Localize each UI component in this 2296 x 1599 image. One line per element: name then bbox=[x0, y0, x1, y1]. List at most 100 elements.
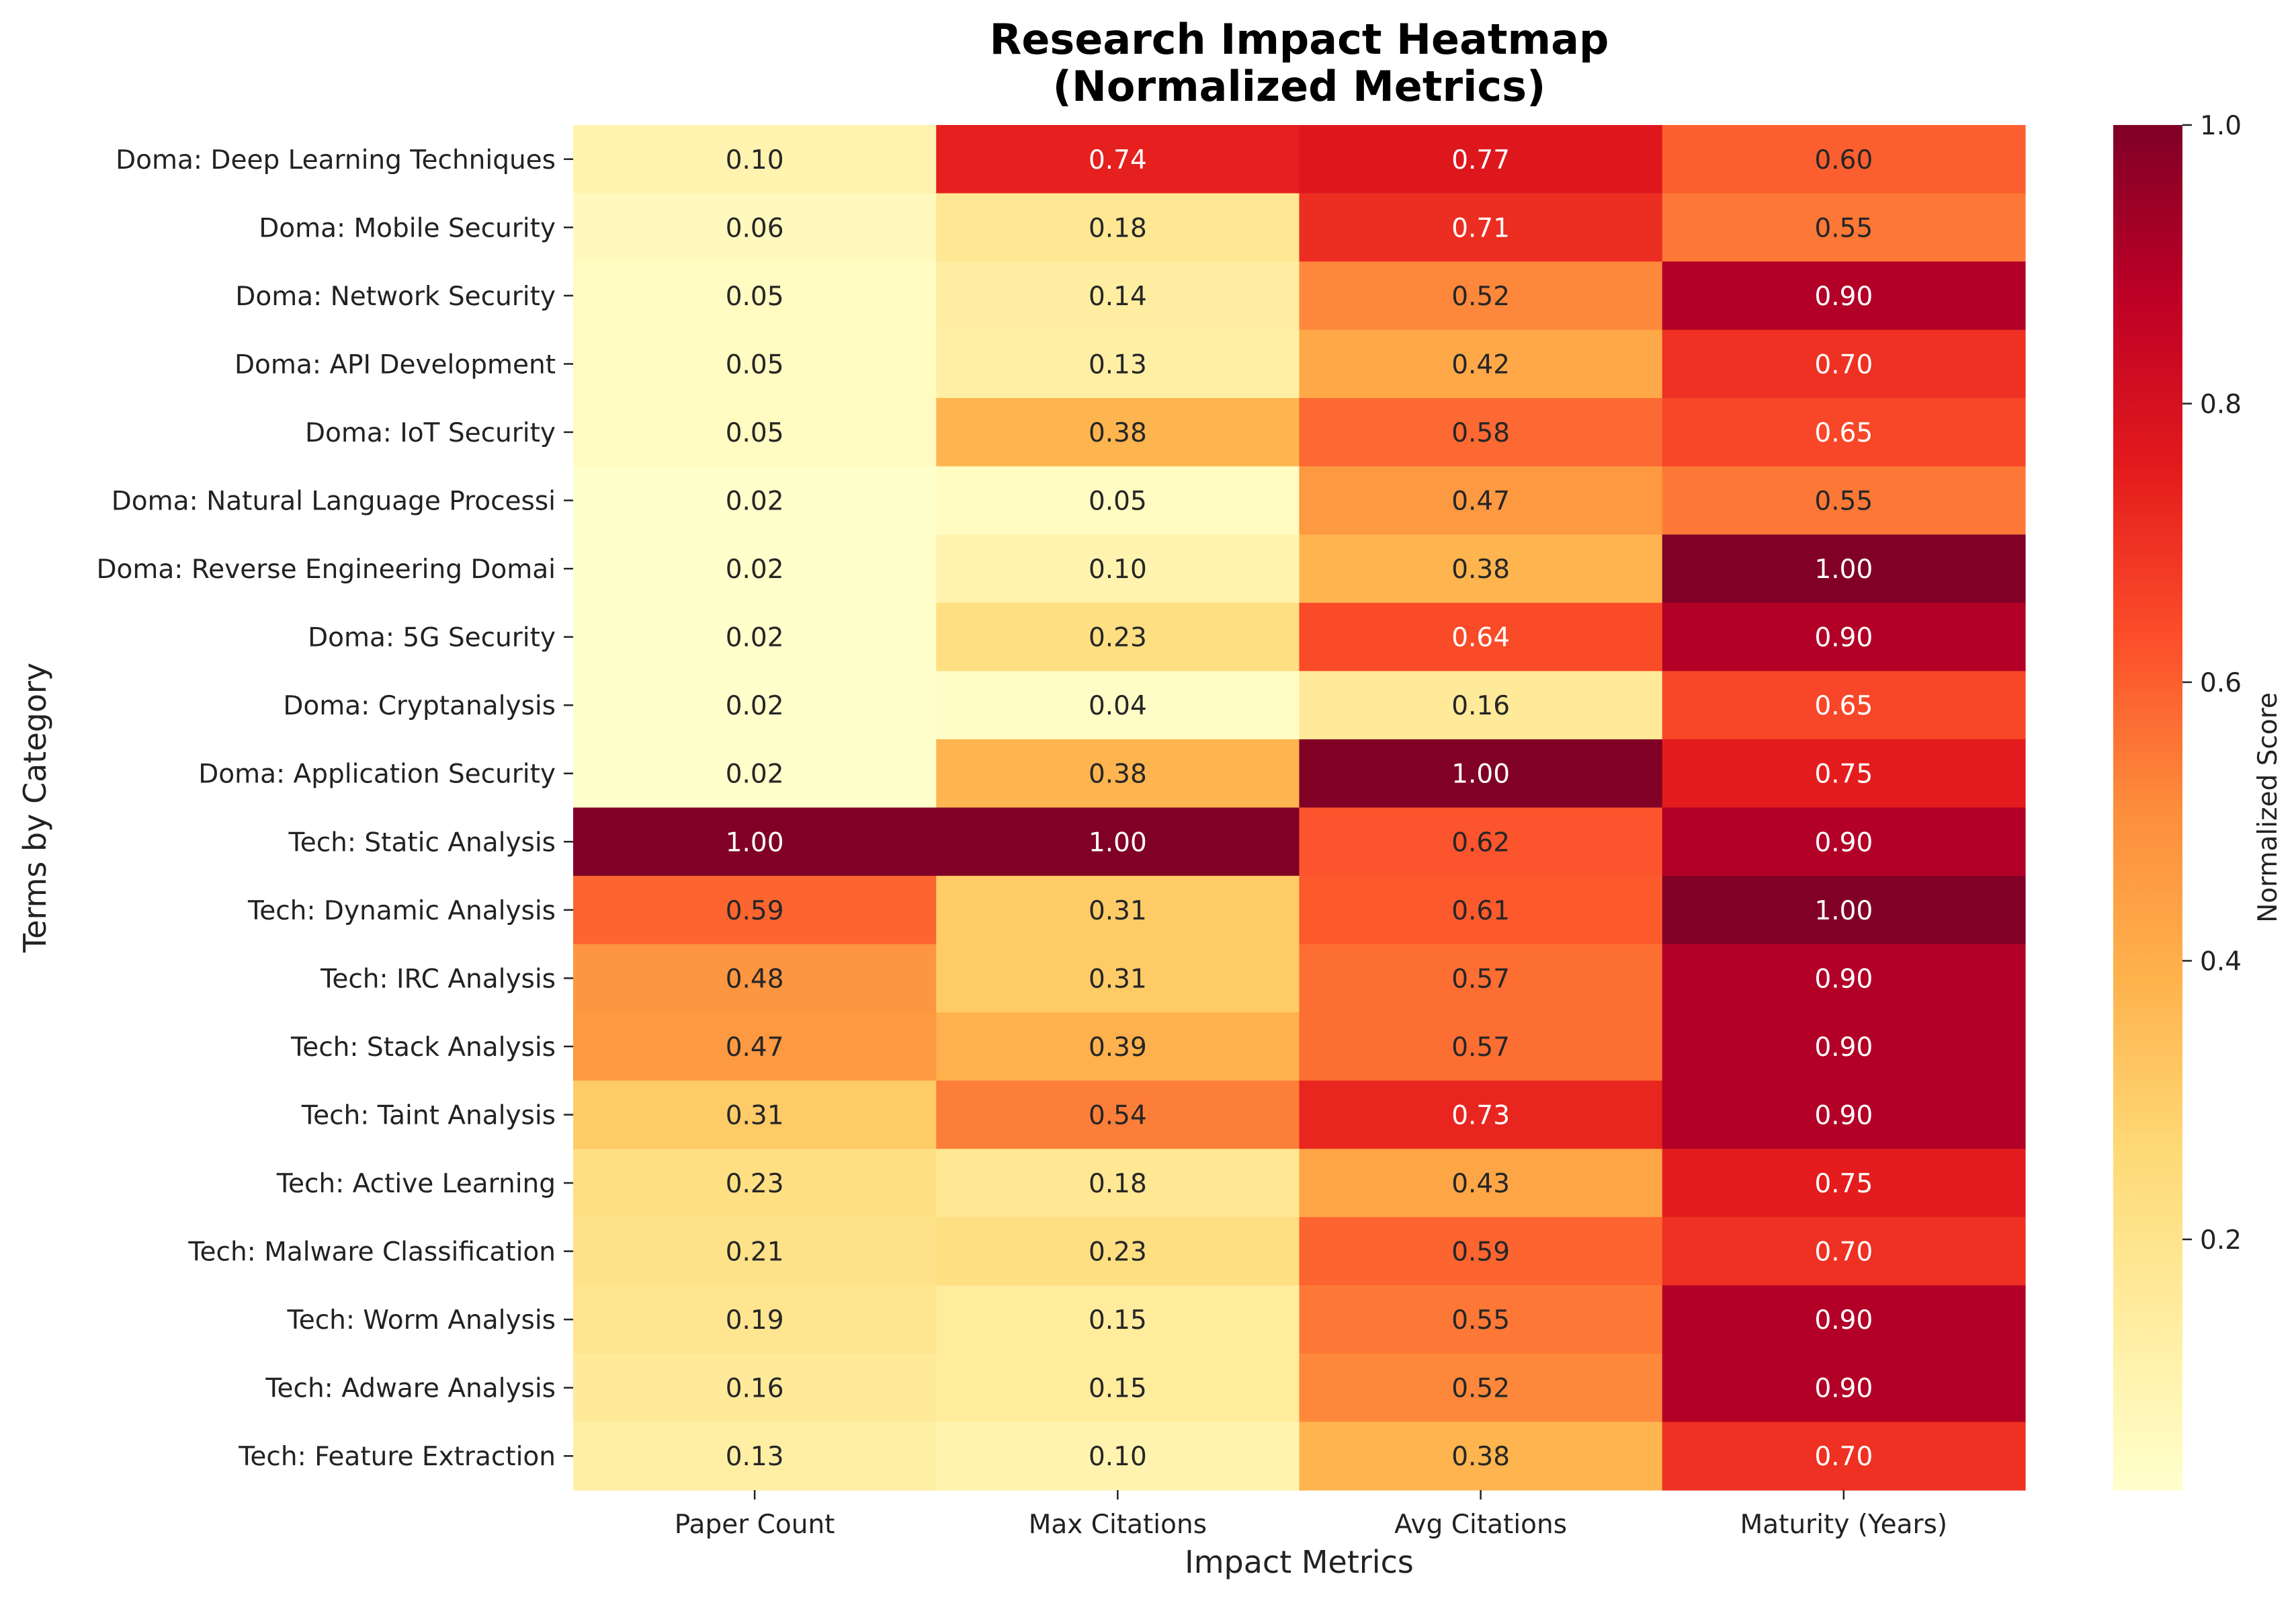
cell-value-label: 0.59 bbox=[1451, 1237, 1510, 1268]
heatmap-cell bbox=[1299, 261, 1663, 331]
cell-value-label: 0.02 bbox=[726, 691, 784, 721]
heatmap-cell bbox=[1299, 944, 1663, 1013]
y-tick-label: Doma: Deep Learning Techniques bbox=[116, 145, 556, 175]
cell-value-label: 0.05 bbox=[1089, 487, 1147, 517]
y-tick-label: Tech: Taint Analysis bbox=[301, 1100, 556, 1131]
cell-value-label: 0.39 bbox=[1089, 1032, 1147, 1063]
y-axis-label: Terms by Category bbox=[17, 663, 53, 953]
heatmap-cell bbox=[573, 125, 937, 194]
heatmap-cell bbox=[936, 807, 1300, 876]
cell-value-label: 0.15 bbox=[1089, 1305, 1147, 1336]
cell-value-label: 0.55 bbox=[1814, 487, 1873, 517]
cell-value-label: 0.54 bbox=[1089, 1100, 1147, 1131]
cell-value-label: 0.21 bbox=[726, 1237, 784, 1268]
heatmap-cell bbox=[1662, 1149, 2026, 1218]
cell-value-label: 0.04 bbox=[1089, 691, 1147, 721]
heatmap-cell bbox=[1662, 329, 2026, 399]
cell-value-label: 0.15 bbox=[1089, 1374, 1147, 1404]
cell-value-label: 0.58 bbox=[1451, 418, 1510, 448]
cell-value-label: 0.64 bbox=[1451, 623, 1510, 653]
heatmap-cell bbox=[573, 944, 937, 1013]
heatmap-cell bbox=[1299, 466, 1663, 535]
heatmap-cell bbox=[1299, 1080, 1663, 1149]
cell-value-label: 0.90 bbox=[1814, 623, 1873, 653]
heatmap-cell bbox=[1299, 1217, 1663, 1286]
y-tick-label: Doma: 5G Security bbox=[308, 623, 556, 653]
colorbar-tick-label: 0.8 bbox=[2200, 389, 2242, 419]
heatmap-cell bbox=[936, 125, 1300, 194]
cell-value-label: 0.23 bbox=[1089, 623, 1147, 653]
cell-value-label: 1.00 bbox=[1089, 827, 1147, 858]
heatmap-cell bbox=[1662, 671, 2026, 740]
heatmap-cell bbox=[936, 1080, 1300, 1149]
cell-value-label: 0.59 bbox=[726, 896, 784, 926]
colorbar-tick-label: 0.6 bbox=[2200, 668, 2242, 698]
cell-value-label: 0.60 bbox=[1814, 145, 1873, 175]
heatmap-cell bbox=[1299, 1149, 1663, 1218]
y-tick-label: Doma: Reverse Engineering Domai bbox=[97, 555, 556, 585]
heatmap-cell bbox=[573, 807, 937, 876]
cell-value-label: 0.18 bbox=[1089, 1169, 1147, 1199]
cell-value-label: 0.62 bbox=[1451, 827, 1510, 858]
heatmap-cell bbox=[1299, 125, 1663, 194]
heatmap-cell bbox=[573, 602, 937, 671]
cell-value-label: 0.19 bbox=[726, 1305, 784, 1336]
heatmap-cell bbox=[1662, 1285, 2026, 1354]
cell-value-label: 1.00 bbox=[1451, 760, 1510, 790]
heatmap-cell bbox=[1299, 1012, 1663, 1081]
cell-value-label: 0.77 bbox=[1451, 145, 1510, 175]
heatmap-cell bbox=[936, 739, 1300, 809]
heatmap-cell bbox=[936, 398, 1300, 467]
cell-value-label: 0.57 bbox=[1451, 964, 1510, 994]
heatmap-cell bbox=[573, 261, 937, 331]
heatmap-cell bbox=[573, 329, 937, 399]
cell-value-label: 0.90 bbox=[1814, 1032, 1873, 1063]
chart-title-line: (Normalized Metrics) bbox=[1053, 62, 1546, 111]
cell-value-label: 0.23 bbox=[1089, 1237, 1147, 1268]
y-tick-label: Doma: Cryptanalysis bbox=[283, 691, 556, 721]
cell-value-label: 0.65 bbox=[1814, 418, 1873, 448]
y-tick-label: Tech: Adware Analysis bbox=[265, 1374, 556, 1404]
cell-value-label: 0.90 bbox=[1814, 964, 1873, 994]
y-tick-label: Tech: IRC Analysis bbox=[320, 964, 556, 994]
cell-value-label: 0.31 bbox=[1089, 896, 1147, 926]
heatmap-cell bbox=[573, 398, 937, 467]
colorbar-label: Normalized Score bbox=[2253, 692, 2283, 923]
cell-value-label: 0.70 bbox=[1814, 1237, 1873, 1268]
heatmap-cell bbox=[1662, 125, 2026, 194]
heatmap-cell bbox=[573, 534, 937, 604]
cell-value-label: 0.38 bbox=[1451, 555, 1510, 585]
heatmap-cell bbox=[1299, 398, 1663, 467]
heatmap-cell bbox=[936, 1422, 1300, 1491]
heatmap-cell bbox=[1662, 1353, 2026, 1423]
cell-value-label: 0.31 bbox=[1089, 964, 1147, 994]
colorbar bbox=[2113, 125, 2182, 1490]
heatmap-cell bbox=[1299, 1285, 1663, 1354]
heatmap-cell bbox=[936, 1012, 1300, 1081]
heatmap-cell bbox=[1299, 193, 1663, 262]
heatmap-cell bbox=[1662, 398, 2026, 467]
heatmap-cell bbox=[1662, 1217, 2026, 1286]
cell-value-label: 1.00 bbox=[1814, 896, 1873, 926]
heatmap-cell bbox=[1662, 1012, 2026, 1081]
heatmap-cell bbox=[573, 193, 937, 262]
cell-value-label: 0.05 bbox=[726, 350, 784, 380]
cell-value-label: 0.02 bbox=[726, 760, 784, 790]
heatmap-cell bbox=[1299, 329, 1663, 399]
cell-value-label: 0.16 bbox=[1451, 691, 1510, 721]
heatmap-cell bbox=[1299, 534, 1663, 604]
heatmap-cell bbox=[1662, 944, 2026, 1013]
heatmap-cell bbox=[573, 1012, 937, 1081]
y-tick-label: Tech: Stack Analysis bbox=[290, 1032, 556, 1063]
cell-value-label: 0.10 bbox=[1089, 1442, 1147, 1472]
cell-value-label: 0.23 bbox=[726, 1169, 784, 1199]
cell-value-label: 0.90 bbox=[1814, 827, 1873, 858]
cell-value-label: 0.02 bbox=[726, 487, 784, 517]
heatmap-cell bbox=[573, 876, 937, 945]
heatmap-cell bbox=[1299, 602, 1663, 671]
heatmap-cell bbox=[573, 671, 937, 740]
cell-value-label: 0.05 bbox=[726, 282, 784, 312]
x-tick-label: Max Citations bbox=[1029, 1510, 1207, 1540]
heatmap-cell bbox=[573, 1217, 937, 1286]
